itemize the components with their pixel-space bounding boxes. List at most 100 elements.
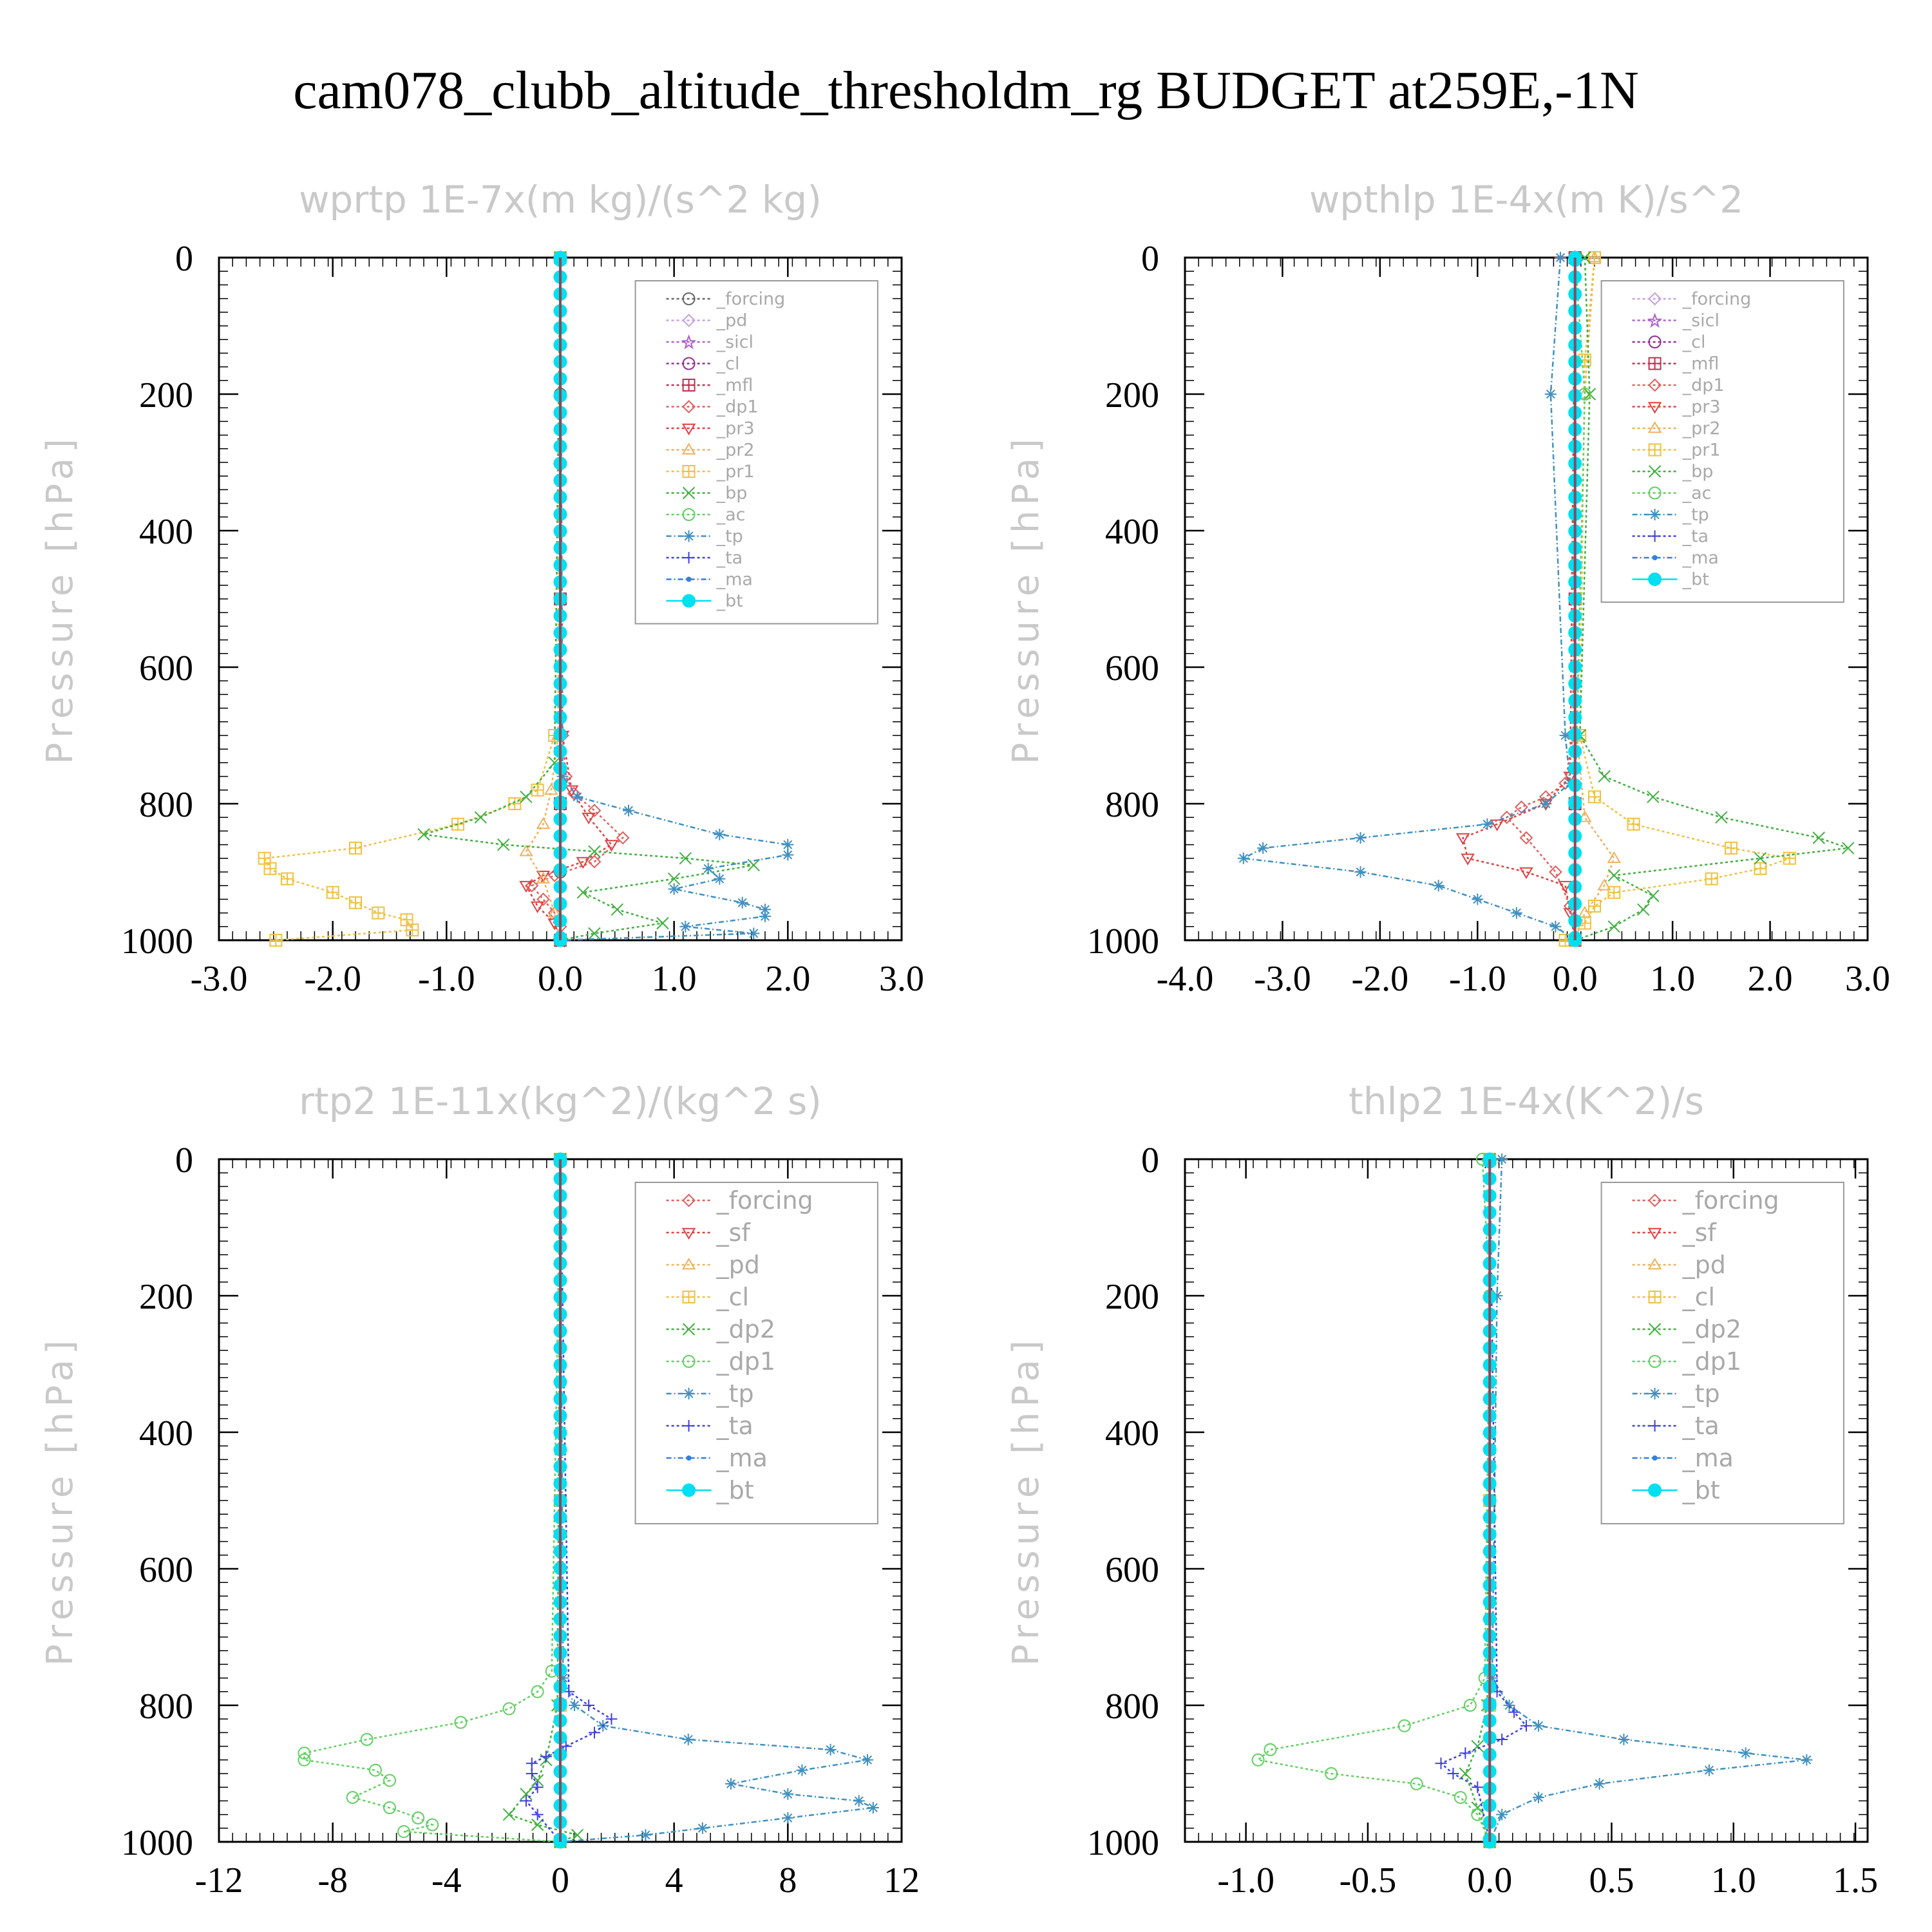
legend-item: _sicl [666,332,753,352]
data-point [583,1700,595,1711]
legend-item: _pd [666,1251,760,1279]
data-point [269,934,283,947]
data-point [1555,252,1566,263]
data-point [520,1795,532,1807]
data-point [1842,842,1855,855]
data-point [1588,251,1601,264]
legend: _forcing _sf _pd _cl _dp2 _dp1 _tp _ta _ma _bt [634,1182,878,1524]
data-point [1472,1781,1484,1794]
x-tick-label: -2.0 [1352,959,1409,999]
series-line [525,1159,613,1842]
legend-label: _cl [1682,332,1706,352]
legend-label: _mfl [1682,354,1719,374]
data-point [1593,1777,1605,1790]
legend-label: _bt [1682,570,1709,590]
legend-item: _tp [1632,505,1709,525]
y-tick-label: 1000 [121,1823,193,1863]
x-tick-label: 2.0 [1748,959,1793,999]
data-point [571,791,583,803]
data-point [589,1727,600,1739]
series-dp1 [298,1153,567,1848]
data-point [1583,388,1596,401]
data-point [1490,819,1504,831]
legend-label: _forcing [1682,289,1752,309]
y-tick-label: 600 [1105,1550,1159,1590]
legend-label: _dp2 [1682,1315,1741,1343]
data-point [1783,851,1796,865]
legend-item: _bp [1632,462,1713,482]
data-point [368,1763,382,1777]
data-point [714,873,726,885]
data-point [782,849,794,861]
legend-label: _ac [1682,484,1712,504]
legend-marker [682,1355,696,1368]
data-point [1251,1753,1265,1766]
data-point [576,886,590,899]
x-tick-label: 0.0 [1467,1861,1512,1900]
x-tick-label: 0.0 [1553,959,1598,999]
data-point [747,858,761,872]
series-line [1575,257,1849,942]
legend-label: _pr2 [1682,419,1721,439]
legend-box [634,1182,878,1524]
data-point [1754,852,1767,865]
data-point [1705,872,1718,886]
legend-marker [1649,530,1661,542]
data-point [1607,886,1621,899]
data-point [759,904,771,916]
data-point [668,883,680,895]
y-axis-label: Pressure [hPa] [1005,1335,1047,1666]
data-point [587,804,601,818]
legend-marker [682,1193,696,1208]
panel-4: thlp2 1E-4x(K^2)/s Pressure [hPa] -1.0 -0.5… [1005,1079,1878,1900]
data-point [1491,1290,1503,1302]
data-point [406,923,419,937]
panel-title: wpthlp 1E-4x(m K)/s^2 [1309,178,1743,222]
legend: _forcing _sf _pd _cl _dp2 _dp1 _tp _ta _ma _bt [1600,1182,1844,1524]
data-point [536,871,551,884]
data-point [582,812,596,825]
x-tick-label: 1.0 [1711,1861,1756,1900]
legend-marker [686,1455,692,1461]
legend-label: _ma [1682,1444,1734,1472]
legend-label: _dp1 [716,1347,775,1376]
legend-marker [1647,312,1663,328]
legend-marker [1648,1193,1662,1208]
legend-item: _dp2 [1632,1315,1741,1343]
legend-marker [681,442,696,455]
panel-title: wprtp 1E-7x(m kg)/(s^2 kg) [299,178,822,222]
data-point [1607,851,1622,864]
series-line [559,1159,876,1843]
legend-marker [682,314,696,327]
data-point [824,1743,837,1756]
legend-marker [681,1258,696,1270]
legend-item: _ma [1632,1444,1734,1472]
legend-label: _forcing [716,1186,813,1215]
legend-label: _ma [716,570,753,590]
data-point [782,1788,794,1800]
series-pr1 [1558,251,1796,947]
legend-item: _forcing [1632,289,1752,309]
x-tick-label: 8 [779,1861,797,1900]
legend-marker [682,1323,696,1336]
data-point [536,871,551,883]
y-tick-label: 1000 [121,922,193,961]
legend-label: _dp1 [1682,375,1725,395]
data-point [1647,790,1660,804]
legend-item: _tp [666,527,743,547]
data-point [281,872,294,886]
data-point [520,1788,533,1801]
data-point [557,1672,569,1684]
legend-label: _cl [716,1283,749,1311]
legend-item: _cl [666,1283,749,1311]
x-tick-label: 2.0 [765,959,810,999]
data-point [536,892,550,906]
y-axis-label: Pressure [hPa] [1005,433,1047,764]
data-point [1264,1743,1277,1756]
legend-marker [1652,555,1658,560]
legend-label: _ta [716,548,743,568]
data-point [417,828,430,841]
data-point [1496,1808,1508,1821]
series-pr3 [519,252,619,947]
series-dp1 [1251,1153,1497,1848]
